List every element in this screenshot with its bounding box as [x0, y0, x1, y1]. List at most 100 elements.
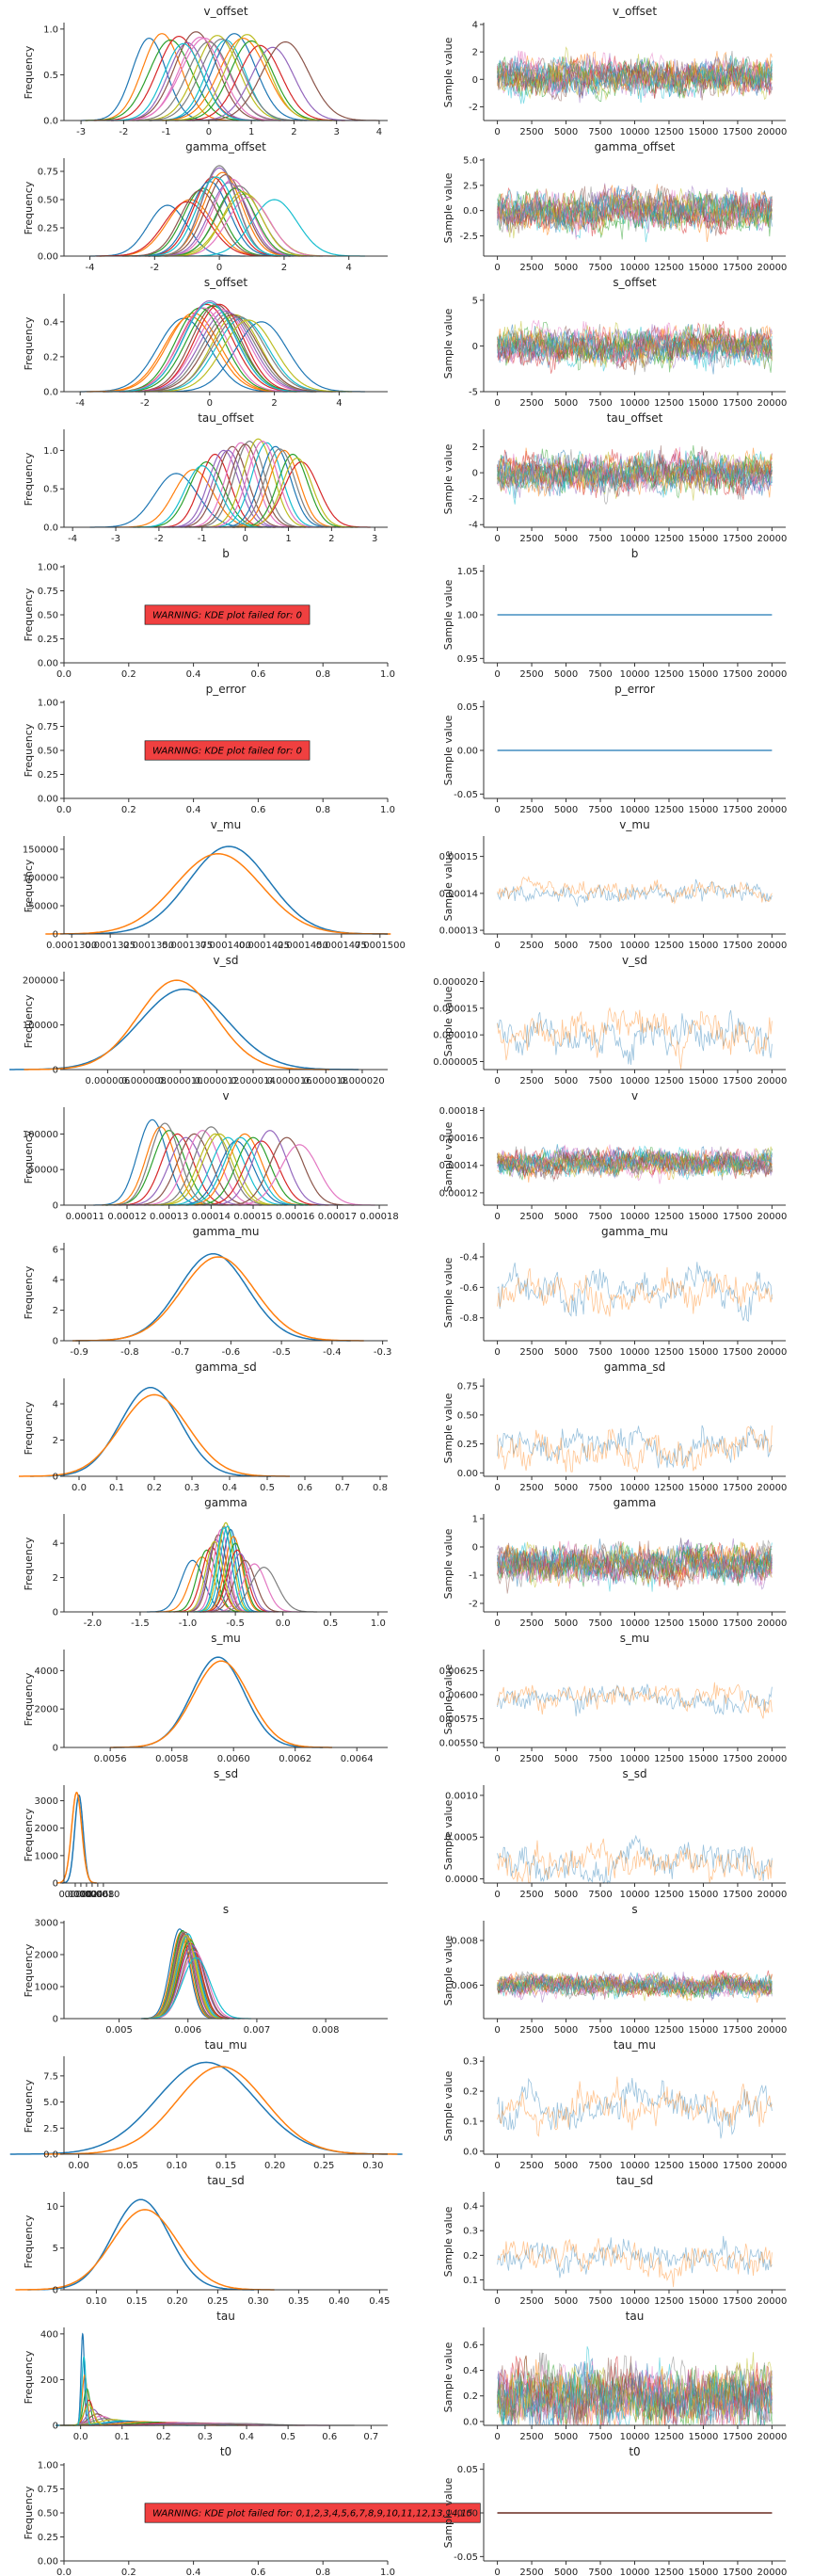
kde-warning: WARNING: KDE plot failed for: 0: [144, 604, 311, 625]
x-tick-label: 1.0: [371, 1618, 386, 1629]
trace-series-1: [497, 1683, 773, 1716]
x-tick-label: 0.000010: [158, 1076, 203, 1087]
panel-title: v_offset: [203, 5, 247, 18]
x-tick-label: 0: [242, 534, 247, 544]
x-tick-label: 0.00017: [318, 1212, 357, 1222]
y-tick-label: 0.00013: [439, 926, 478, 937]
x-tick-label: 0.25: [207, 2296, 228, 2307]
warning-text: WARNING: KDE plot failed for: 0,1,2,3,4,…: [152, 2509, 472, 2520]
x-tick-label: 7500: [588, 1076, 612, 1087]
x-tick-label: 0.006: [174, 2025, 201, 2036]
y-tick-label: 4: [53, 1276, 58, 1286]
x-ticks: 0 2500 5000 7500 10000 12500 15000 17500 20000: [494, 1476, 787, 1493]
kde-panel-s_offset: s_offset Frequency -4 -2 0 2 4 0.0 0.2 0.4: [23, 276, 388, 409]
trace-series-1: [497, 2235, 773, 2278]
x-tick-label: 10000: [620, 1618, 650, 1629]
kde-series-13: [166, 40, 337, 121]
x-tick-label: 12500: [654, 534, 684, 544]
kde-series-15: [167, 449, 289, 528]
kde-series-1: [30, 1386, 271, 1477]
trace-series-1: [497, 1262, 773, 1323]
x-tick-label: 2500: [519, 2568, 543, 2576]
x-tick-label: 0.0: [276, 1618, 291, 1629]
panel-title: s_sd: [214, 1767, 238, 1780]
kde-panel-v_mu: v_mu Frequency 0.00013000.00013250.0001350…: [23, 818, 406, 951]
x-tick-label: 0.005: [105, 2025, 133, 2036]
trace-series-20: [497, 329, 773, 372]
x-tick-label: 15000: [689, 1754, 719, 1764]
series-group: [80, 299, 365, 393]
x-tick-label: 4: [346, 263, 352, 273]
x-tick-label: 15000: [689, 805, 719, 815]
x-ticks: 0.0 0.2 0.4 0.6 0.8 1.0: [56, 2561, 395, 2576]
series-group: [81, 31, 379, 121]
y-tick-label: 0.000010: [433, 1031, 478, 1041]
kde-panel-s: s Frequency 0.005 0.006 0.007 0.008 0 1000 2000 3…: [23, 1903, 388, 2036]
x-ticks: 0.00011 0.00012 0.00013 0.00014 0.00015 0.000…: [66, 1205, 399, 1222]
y-tick-label: 0: [53, 1608, 58, 1618]
x-tick-label: 20000: [757, 2025, 788, 2036]
x-ticks: 0.00 0.05 0.10 0.15 0.20 0.25 0.30: [69, 2154, 383, 2171]
y-tick-label: 2: [53, 1573, 58, 1584]
kde-panel-tau_offset: tau_offset Frequency -4 -3 -2 -1 0 1 2 3 0.0 0.5 1.0: [23, 411, 388, 544]
kde-series-13: [185, 1136, 321, 1206]
y-tick-label: 1.00: [457, 611, 478, 621]
x-ticks: 0.10 0.15 0.20 0.25 0.30 0.35 0.40 0.45: [86, 2290, 391, 2307]
x-tick-label: 0.0001500: [355, 941, 406, 951]
y-axis-label: Sample value: [442, 2342, 454, 2412]
y-tick-label: 1.00: [38, 563, 58, 573]
x-tick-label: 10000: [620, 1212, 650, 1222]
trace-panel-tau_mu: tau_mu Sample value 0 2500 5000 7500 10000 1250…: [442, 2038, 787, 2171]
kde-series-10: [183, 199, 365, 257]
y-tick-label: 6: [53, 1245, 58, 1255]
y-tick-label: 0: [472, 75, 478, 86]
trace-series-13: [497, 2359, 773, 2427]
y-ticks: 0 2000 4000: [35, 1666, 64, 1754]
series-group: [497, 1834, 773, 1885]
x-tick-label: 5000: [554, 2025, 578, 2036]
kde-series-14: [199, 1549, 276, 1613]
x-ticks: 0 2500 5000 7500 10000 12500 15000 17500 20000: [494, 256, 787, 273]
kde-series-16: [121, 189, 278, 257]
kde-series-18: [136, 38, 307, 121]
x-tick-label: 12500: [654, 805, 684, 815]
x-tick-label: 7500: [588, 263, 612, 273]
x-tick-label: 17500: [723, 2161, 753, 2171]
x-tick-label: 0.0001475: [316, 941, 367, 951]
y-tick-label: 0.00012: [439, 1188, 478, 1199]
x-tick-label: -0.9: [70, 1347, 88, 1358]
y-tick-label: 0.2: [463, 2251, 478, 2262]
x-tick-label: 5000: [554, 1212, 578, 1222]
y-tick-label: 0.1: [463, 2276, 478, 2286]
x-tick-label: 7500: [588, 669, 612, 680]
x-tick-label: 0.5: [260, 1483, 275, 1493]
trace-panel-v_sd: v_sd Sample value 0 2500 5000 7500 10000 12500 1…: [433, 954, 787, 1087]
trace-series-15: [497, 54, 773, 101]
kde-series-20: [133, 465, 272, 528]
row-b: b Frequency WARNING: KDE plot failed for: …: [23, 547, 787, 680]
x-tick-label: 5000: [554, 2432, 578, 2442]
y-axis-label: Frequency: [23, 2214, 35, 2268]
kde-series-4: [113, 1133, 242, 1206]
x-tick-label: 1.0: [380, 669, 395, 680]
x-tick-label: 12500: [654, 2568, 684, 2576]
panel-title: tau: [626, 2310, 645, 2323]
y-ticks: 0.0 2.5 5.0 7.5: [43, 2071, 64, 2161]
y-tick-label: 0.00: [457, 2509, 478, 2520]
kde-series-2: [72, 1256, 364, 1342]
x-tick-label: 0.6: [250, 669, 265, 680]
series-group: [56, 1791, 97, 1884]
kde-series-16: [128, 314, 336, 393]
x-tick-label: 0.0001300: [46, 941, 97, 951]
kde-series-3: [85, 39, 256, 121]
kde-series-11: [215, 445, 336, 528]
kde-series-16: [191, 40, 379, 121]
x-tick-label: 17500: [723, 1483, 753, 1493]
y-tick-label: -4: [469, 521, 478, 531]
x-tick-label: 7500: [588, 2432, 612, 2442]
kde-series-1: [141, 1928, 218, 2020]
panel-title: tau_mu: [614, 2038, 656, 2052]
y-axis-label: Sample value: [442, 986, 454, 1056]
x-tick-label: 15000: [689, 2432, 719, 2442]
